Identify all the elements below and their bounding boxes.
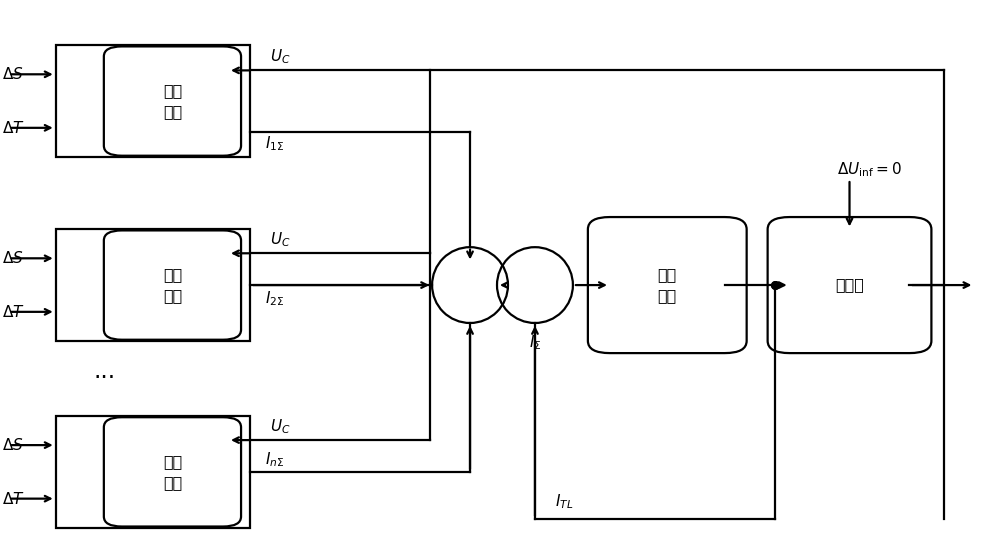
Bar: [56, 45, 250, 157]
Text: $\Delta T$: $\Delta T$: [2, 304, 24, 320]
Text: $\Delta S$: $\Delta S$: [2, 250, 23, 266]
Text: ···: ···: [93, 367, 115, 391]
Bar: [56, 416, 250, 528]
Text: $\Delta S$: $\Delta S$: [2, 437, 23, 453]
Text: $U_C$: $U_C$: [270, 47, 291, 66]
Text: $\Delta T$: $\Delta T$: [2, 491, 24, 506]
Text: $I_{2\Sigma}$: $I_{2\Sigma}$: [265, 290, 285, 308]
FancyBboxPatch shape: [104, 417, 241, 527]
Text: $I_{n\Sigma}$: $I_{n\Sigma}$: [265, 451, 285, 469]
Text: 发电
单元: 发电 单元: [163, 267, 182, 303]
Text: $U_C$: $U_C$: [270, 417, 291, 435]
Text: 发电
单元: 发电 单元: [163, 454, 182, 490]
Bar: [56, 229, 250, 341]
FancyBboxPatch shape: [104, 46, 241, 156]
Text: $I_{1\Sigma}$: $I_{1\Sigma}$: [265, 135, 285, 153]
FancyBboxPatch shape: [104, 230, 241, 340]
Text: $\Delta T$: $\Delta T$: [2, 120, 24, 136]
Text: $U_C$: $U_C$: [270, 230, 291, 249]
Text: $I_{TL}$: $I_{TL}$: [555, 492, 573, 511]
Text: $I_{\Sigma}$: $I_{\Sigma}$: [529, 333, 541, 352]
Text: 发电
单元: 发电 单元: [163, 83, 182, 119]
Text: $\Delta U_{\rm inf}=0$: $\Delta U_{\rm inf}=0$: [837, 160, 902, 179]
Text: 传输线: 传输线: [835, 278, 864, 292]
FancyBboxPatch shape: [588, 217, 747, 353]
Text: $\Delta S$: $\Delta S$: [2, 67, 23, 82]
FancyBboxPatch shape: [768, 217, 931, 353]
Text: 转换
电容: 转换 电容: [658, 267, 677, 303]
